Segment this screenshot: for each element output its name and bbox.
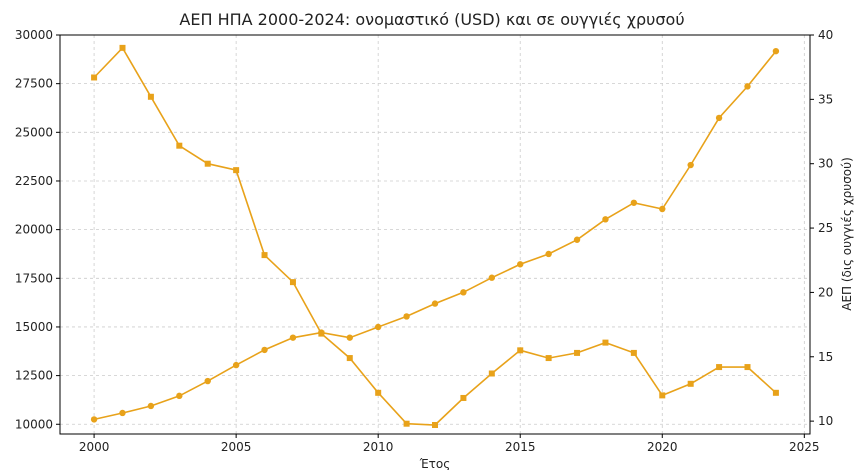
data-point-right [233,167,240,174]
x-tick-label: 2015 [505,440,536,454]
y-left-tick-label: 20000 [15,223,53,237]
y-right-tick-label: 35 [818,92,833,106]
data-point-left [630,199,638,206]
data-point-right [687,380,694,387]
y-right-tick-label: 10 [818,414,833,428]
y-left-tick-label: 22500 [15,174,53,188]
x-tick-label: 2005 [221,440,252,454]
data-point-right [119,44,126,51]
data-point-left [147,402,155,410]
data-point-right [432,421,438,428]
chart-title: ΑΕΠ ΗΠΑ 2000-2024: ονομαστικό (USD) και … [179,10,684,29]
y-right-tick-label: 15 [818,350,833,364]
data-point-right [630,349,637,356]
data-point-left [460,289,467,296]
x-tick-label: 2000 [79,440,110,454]
data-point-left [431,300,439,307]
y-right-tick-label: 25 [818,221,833,235]
data-point-right [176,142,183,149]
y-right-tick-label: 40 [818,28,833,42]
data-point-left [602,216,609,223]
y-left-tick-label: 10000 [15,417,53,431]
data-point-left [545,250,552,258]
data-point-left [90,416,98,423]
data-point-right [488,370,495,377]
y-left-tick-label: 27500 [15,77,53,91]
data-point-right [403,420,410,427]
data-point-left [346,334,353,341]
data-point-right [545,355,552,362]
y-right-tick-label: 20 [818,285,833,299]
x-axis-title: Έτος [419,457,451,470]
y-axis-left: 10000 12500 15000 17500 20000 22500 25000 27500… [15,28,60,431]
data-point-left [232,361,240,369]
data-point-right [602,339,609,346]
data-point-left [573,236,581,243]
data-point-left [517,261,524,268]
data-point-right [659,392,666,399]
data-point-left [289,334,297,341]
data-point-right [91,74,98,81]
data-point-left [659,205,666,213]
series-line-left [93,50,777,421]
data-point-right [460,394,467,401]
data-point-right [716,364,723,371]
data-point-right [346,355,353,362]
data-point-left [403,313,410,320]
data-point-right [289,279,296,286]
y-left-tick-label: 12500 [15,369,53,383]
data-point-left [715,114,723,122]
data-point-left [261,346,268,354]
data-point-left [687,161,694,169]
x-axis: 2000 2005 2010 2015 2020 2025 [79,434,820,454]
data-point-left [204,377,211,385]
data-point-left [374,323,382,331]
data-point-left [176,392,183,400]
y-left-tick-label: 17500 [15,271,53,285]
data-point-left [772,47,780,55]
plot-frame [59,34,811,435]
x-tick-label: 2010 [363,440,394,454]
y-left-tick-label: 25000 [15,125,53,139]
data-point-left [744,83,751,90]
data-point-right [204,160,211,167]
data-point-left [488,274,496,281]
data-point-right [375,389,382,396]
y-axis-right: 10 15 20 25 30 35 40 [810,28,833,428]
series-layer [90,44,780,428]
x-tick-label: 2025 [789,440,820,454]
data-point-left [119,409,126,417]
grid [60,34,810,434]
data-point-right [261,252,268,259]
series-line-right [93,46,777,426]
x-tick-label: 2020 [647,440,678,454]
y-left-tick-label: 15000 [15,320,53,334]
data-point-right [318,330,325,337]
data-point-right [574,349,581,356]
data-point-right [147,93,154,100]
y-right-tick-label: 30 [818,157,833,171]
data-point-right [744,364,751,371]
y-left-tick-label: 30000 [15,28,53,42]
data-point-right [772,389,779,396]
y-axis-right-title: ΑΕΠ (δις ουγγιές χρυσού) [840,157,854,311]
data-point-right [517,347,524,354]
